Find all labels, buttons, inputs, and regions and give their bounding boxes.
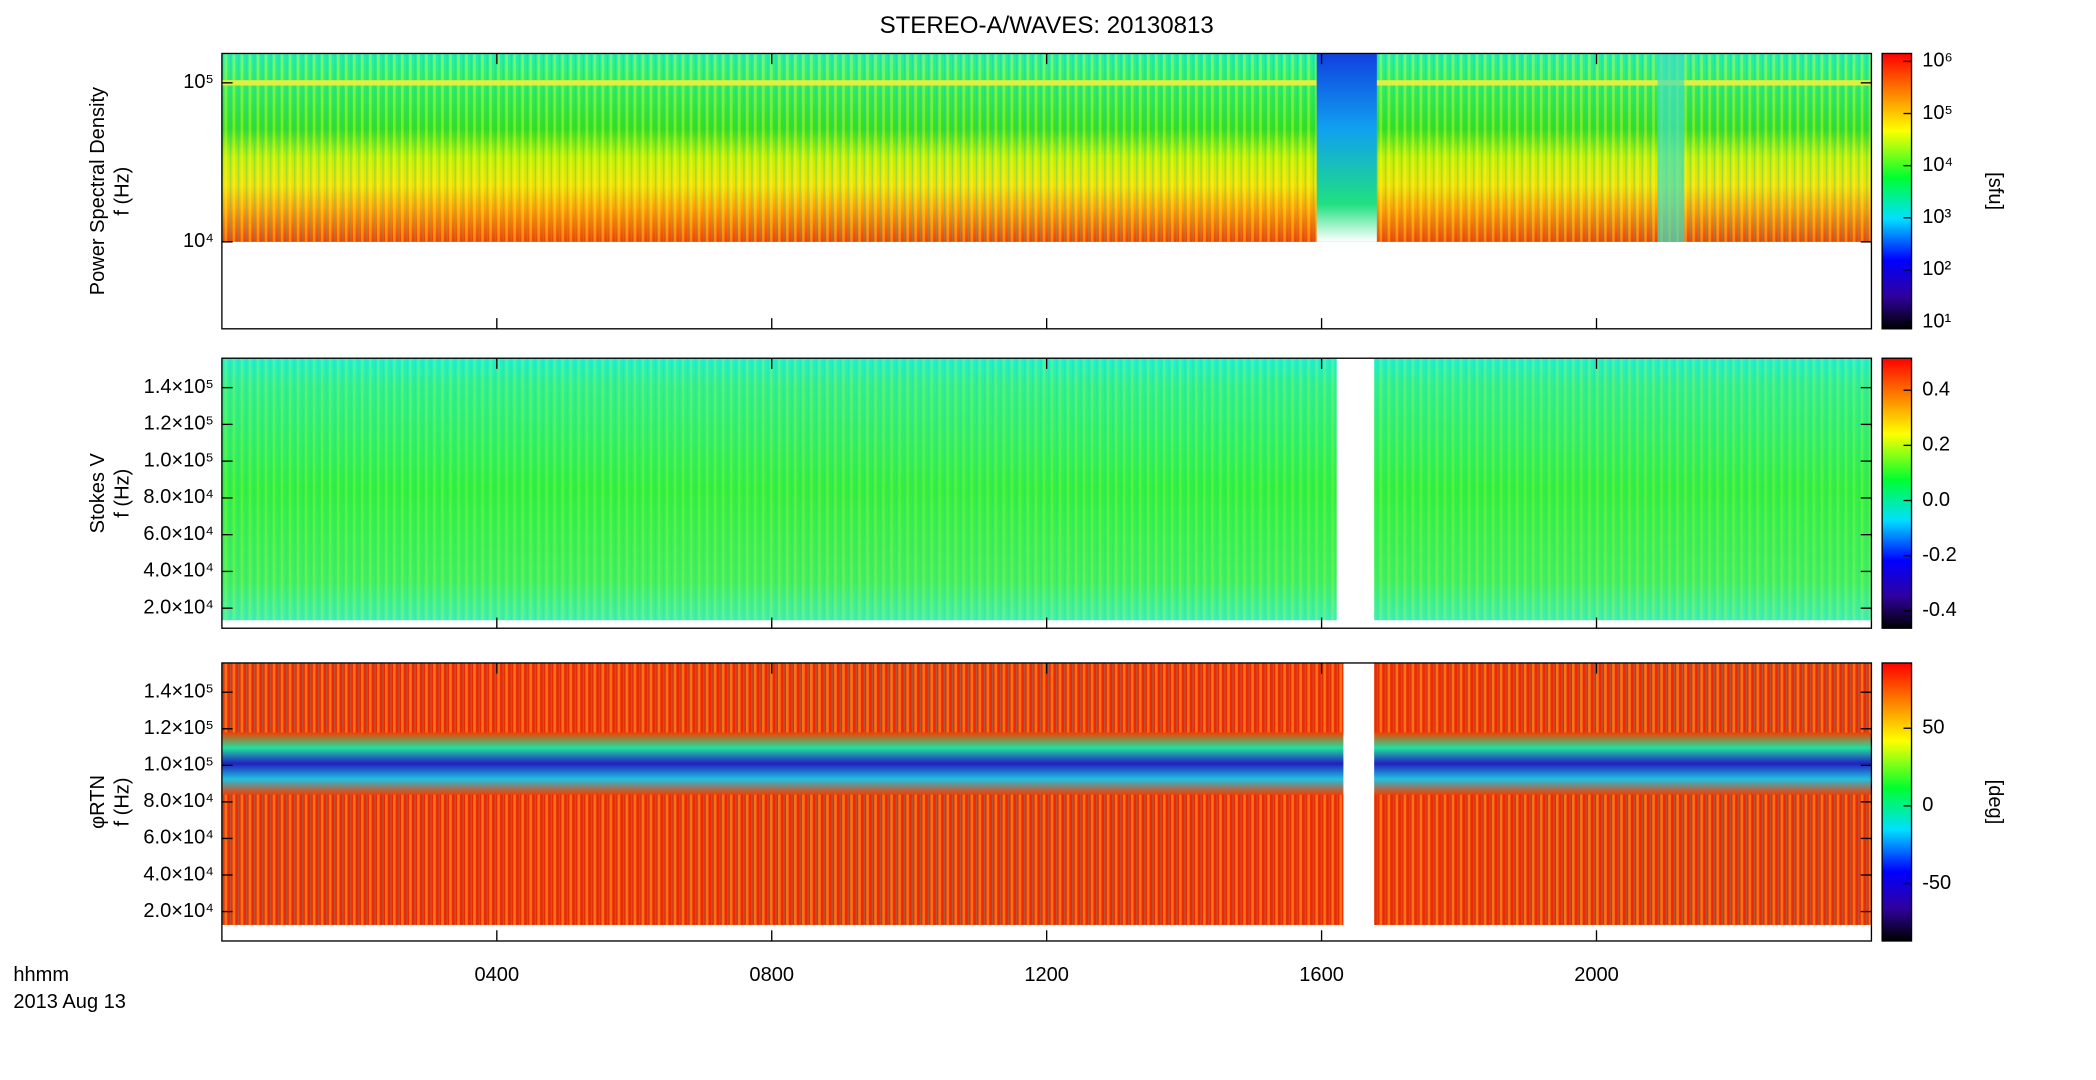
y-tick-label: 1.2×10⁵ bbox=[144, 717, 214, 739]
y-tick-label: 1.0×10⁵ bbox=[144, 449, 214, 471]
y-tick-label: 8.0×10⁴ bbox=[143, 486, 214, 508]
colorbar-tick-label: 10¹ bbox=[1922, 310, 1951, 332]
y-tick-label: 6.0×10⁴ bbox=[143, 523, 214, 545]
y-tick-label: 2.0×10⁴ bbox=[143, 596, 214, 618]
y-tick-label: 10⁵ bbox=[183, 71, 214, 93]
colorbar bbox=[1881, 662, 1913, 942]
colorbar-tick-label: 0.2 bbox=[1922, 434, 1950, 456]
y-tick-label: 4.0×10⁴ bbox=[143, 560, 214, 582]
x-tick-label: 0800 bbox=[749, 964, 794, 986]
y-tick-label: 6.0×10⁴ bbox=[143, 827, 214, 849]
y-tick-label: 4.0×10⁴ bbox=[143, 863, 214, 885]
y-axis-label: f (Hz) bbox=[111, 777, 133, 826]
colorbar bbox=[1881, 52, 1913, 330]
y-axis-label: f (Hz) bbox=[111, 469, 133, 518]
colorbar-tick-label: -50 bbox=[1922, 872, 1951, 894]
heatmap-gap bbox=[1343, 662, 1375, 928]
colorbar-label: [deg] bbox=[1984, 780, 2006, 825]
y-axis-label: Power Spectral Density bbox=[87, 87, 109, 295]
x-tick-label: 1600 bbox=[1299, 964, 1344, 986]
colorbar-tick-label: 0.4 bbox=[1922, 379, 1950, 401]
y-tick-label: 1.2×10⁵ bbox=[144, 413, 214, 435]
colorbar-tick-label: 0 bbox=[1922, 794, 1933, 816]
heatmap-gap bbox=[1316, 53, 1377, 242]
colorbar-tick-label: 10⁴ bbox=[1922, 154, 1953, 176]
colorbar-label: [sfu] bbox=[1984, 172, 2006, 210]
colorbar-tick-label: 10⁶ bbox=[1922, 50, 1953, 72]
colorbar bbox=[1881, 357, 1913, 629]
y-tick-label: 2.0×10⁴ bbox=[143, 900, 214, 922]
y-tick-label: 1.4×10⁵ bbox=[144, 376, 214, 398]
y-axis-label: Stokes V bbox=[87, 452, 109, 533]
x-tick-label: 1200 bbox=[1024, 964, 1069, 986]
heatmap-band bbox=[221, 732, 1872, 795]
colorbar-tick-label: 10⁵ bbox=[1922, 102, 1953, 124]
x-tick-label: 2000 bbox=[1574, 964, 1619, 986]
x-axis-label: hhmm bbox=[13, 964, 69, 986]
heatmap-gap bbox=[1336, 358, 1375, 623]
colorbar-tick-label: 10² bbox=[1922, 258, 1951, 280]
y-tick-label: 10⁴ bbox=[183, 230, 214, 252]
x-axis-date: 2013 Aug 13 bbox=[13, 991, 126, 1013]
y-axis-label: f (Hz) bbox=[111, 167, 133, 216]
heatmap-texture bbox=[221, 358, 1872, 621]
colorbar-tick-label: 0.0 bbox=[1922, 489, 1950, 511]
colorbar-tick-label: 50 bbox=[1922, 717, 1944, 739]
y-tick-label: 1.4×10⁵ bbox=[144, 681, 214, 703]
colorbar-tick-label: -0.4 bbox=[1922, 599, 1957, 621]
y-axis-label: φRTN bbox=[87, 775, 109, 829]
y-tick-label: 8.0×10⁴ bbox=[143, 790, 214, 812]
x-tick-label: 0400 bbox=[475, 964, 520, 986]
chart-title: STEREO-A/WAVES: 20130813 bbox=[880, 12, 1214, 39]
heatmap-line bbox=[221, 80, 1872, 86]
y-tick-label: 1.0×10⁵ bbox=[144, 754, 214, 776]
colorbar-tick-label: 10³ bbox=[1922, 206, 1951, 228]
heatmap-gap bbox=[1657, 53, 1685, 242]
colorbar-tick-label: -0.2 bbox=[1922, 544, 1957, 566]
